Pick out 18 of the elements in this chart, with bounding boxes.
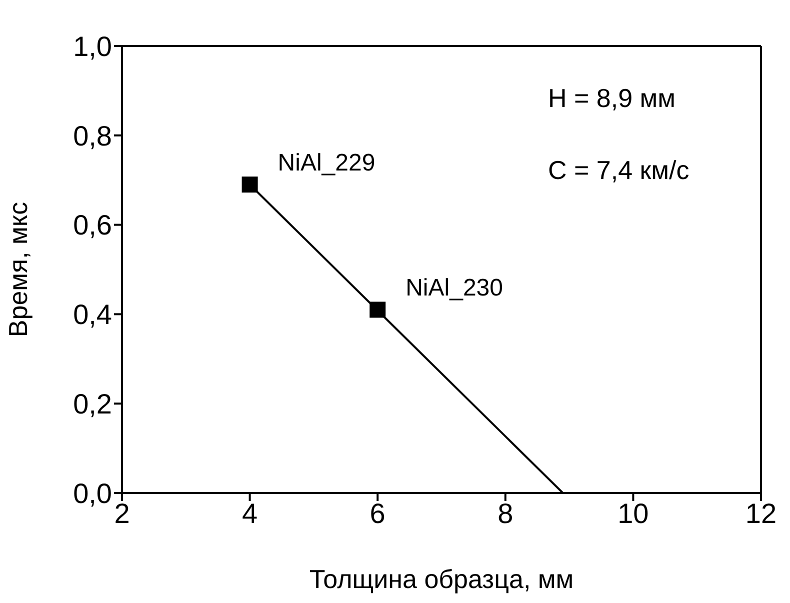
y-axis-title: Время, мкс xyxy=(3,202,34,338)
x-tick-label: 6 xyxy=(370,498,386,529)
x-tick-label: 2 xyxy=(114,498,130,529)
y-tick-label: 0,0 xyxy=(73,478,112,509)
y-tick-label: 0,2 xyxy=(73,388,112,420)
x-axis-title: Толщина образца, мм xyxy=(309,564,574,594)
annotation: NiAl_229 xyxy=(278,150,376,177)
annotation: H = 8,9 мм xyxy=(548,83,676,114)
x-tick-label: 10 xyxy=(618,498,649,529)
x-tick-label: 12 xyxy=(745,498,777,529)
x-tick-label: 8 xyxy=(498,498,514,529)
x-tick-label: 4 xyxy=(242,498,258,529)
y-tick-label: 0,4 xyxy=(73,299,112,330)
y-tick-label: 1,0 xyxy=(73,30,112,62)
annotation: NiAl_230 xyxy=(406,274,504,302)
annotation: C = 7,4 км/с xyxy=(548,155,690,186)
y-tick-label: 0,6 xyxy=(73,210,112,241)
y-tick-label: 0,8 xyxy=(73,120,112,152)
